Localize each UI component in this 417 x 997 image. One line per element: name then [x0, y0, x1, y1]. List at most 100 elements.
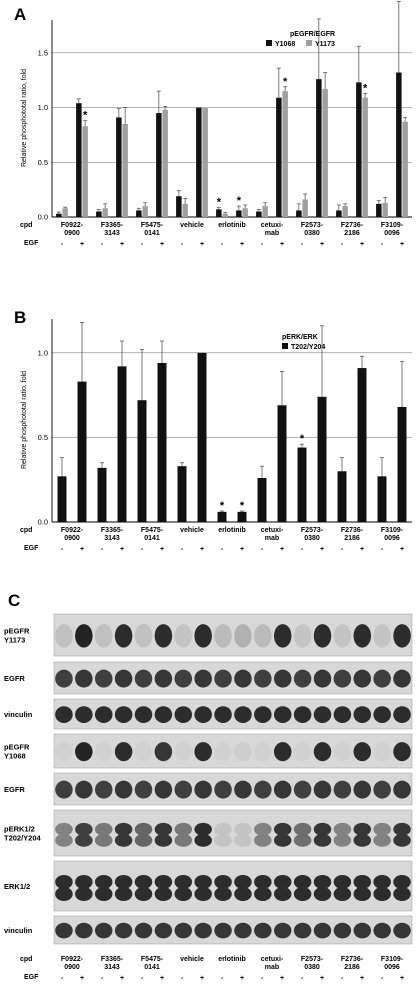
group-label-f5475-0141: 0141: [144, 535, 160, 542]
y-tick-0-5: 0.5: [38, 433, 48, 442]
band-lower-erk1-2: [114, 887, 133, 901]
band-egfr: [55, 780, 73, 799]
band-vinculin: [373, 922, 391, 939]
egf-minus-cetuxi-mab: -: [261, 546, 264, 553]
bar-y1173-f5475-0141: [142, 206, 148, 217]
group-label-erlotinib: erlotinib: [218, 222, 246, 229]
bar-t202-y204-f5475-0141: [137, 400, 147, 522]
band-egfr: [134, 780, 153, 799]
band-egfr: [174, 669, 193, 688]
band-vinculin: [194, 922, 212, 939]
band-upper-perk1-2-t202-y204: [333, 822, 352, 836]
panel-c: C pEGFRY1173EGFRvinculinpEGFRY1068EGFRpE…: [4, 591, 413, 982]
band-pegfr-y1068: [55, 742, 73, 762]
band-pegfr-y1068: [353, 742, 372, 762]
egf-plus-erlotinib: +: [240, 546, 244, 553]
band-lower-erk1-2: [273, 887, 292, 901]
group-label-f2736-2186: 2186: [344, 535, 360, 542]
band-upper-perk1-2-t202-y204: [234, 822, 252, 836]
bar-y1068-f0922-0900: [76, 103, 82, 217]
band-upper-erk1-2: [273, 875, 292, 889]
band-egfr: [393, 669, 411, 688]
band-egfr: [194, 669, 212, 688]
band-vinculin: [134, 922, 153, 939]
band-pegfr-y1173: [333, 624, 352, 648]
egf-plus-f3109-0096: +: [400, 546, 404, 553]
band-egfr: [114, 780, 133, 799]
bar-y1173-vehicle: [202, 107, 208, 217]
legend-title-b: pERK/ERK: [282, 334, 318, 341]
bar-y1173-f3109-0096: [402, 121, 408, 217]
band-lower-perk1-2-t202-y204: [313, 833, 332, 847]
bar-y1068-erlotinib: [236, 210, 242, 217]
band-vinculin: [174, 922, 193, 939]
egf-plus-f5475-0141: +: [160, 241, 164, 248]
egf-minus-f0922-0900: -: [61, 546, 64, 553]
egf-plus-cetuxi-mab: +: [280, 546, 284, 553]
band-upper-erk1-2: [55, 875, 73, 889]
group-label-f2573-0380: 0380: [304, 535, 320, 542]
blot-background-vinculin: [53, 698, 413, 730]
egf-minus-cetuxi-mab: -: [261, 975, 264, 982]
egf-axis-label: EGF: [24, 545, 39, 552]
group-label-f2573-0380: F2573-: [301, 222, 324, 229]
egf-minus-f5475-0141: -: [141, 975, 144, 982]
band-pegfr-y1068: [293, 742, 312, 762]
bar-y1068-erlotinib: [216, 209, 222, 217]
y-axis-label-b: Relative phosphototal ratio, fold: [21, 371, 28, 469]
group-label-cetuxi-mab: mab: [265, 535, 279, 542]
band-pegfr-y1068: [373, 742, 391, 762]
blot-background-perk1-2-t202-y204: [53, 809, 413, 857]
group-label-cetuxi-mab: mab: [265, 230, 279, 237]
band-upper-perk1-2-t202-y204: [174, 822, 193, 836]
blot-erk1-2: ERK1/2: [4, 860, 413, 912]
band-lower-perk1-2-t202-y204: [393, 833, 411, 847]
egf-plus-vehicle: +: [200, 241, 204, 248]
band-pegfr-y1068: [134, 742, 153, 762]
y-tick-0-0: 0.0: [38, 213, 48, 222]
band-egfr: [293, 669, 312, 688]
band-pegfr-y1068: [174, 742, 193, 762]
band-egfr: [293, 780, 312, 799]
band-lower-perk1-2-t202-y204: [154, 833, 173, 847]
egf-minus-f2736-2186: -: [341, 241, 344, 248]
group-label-cetuxi-mab: cetuxi-: [261, 222, 284, 229]
bar-y1173-f3365-3143: [122, 123, 128, 217]
group-label-f3365-3143: 3143: [104, 535, 120, 542]
band-egfr: [134, 669, 153, 688]
band-pegfr-y1173: [194, 624, 212, 648]
blot-label-perk1-2-t202-y204: T202/Y204: [4, 834, 42, 843]
blot-background-pegfr-y1173: [53, 613, 413, 657]
bar-t202-y204-f3365-3143: [97, 467, 107, 522]
egf-plus-f0922-0900: +: [80, 975, 84, 982]
egf-minus-cetuxi-mab: -: [261, 241, 264, 248]
bar-t202-y204-vehicle: [197, 352, 207, 522]
band-upper-erk1-2: [333, 875, 352, 889]
egf-minus-f2573-0380: -: [301, 546, 304, 553]
egf-minus-f5475-0141: -: [141, 546, 144, 553]
blot-label-erk1-2: ERK1/2: [4, 882, 30, 891]
egf-plus-f5475-0141: +: [160, 975, 164, 982]
band-lower-erk1-2: [373, 887, 391, 901]
group-label-f2736-2186: 2186: [344, 964, 360, 971]
band-pegfr-y1068: [214, 742, 232, 762]
band-upper-erk1-2: [353, 875, 372, 889]
band-egfr: [333, 669, 352, 688]
band-lower-perk1-2-t202-y204: [293, 833, 312, 847]
blot-label-perk1-2-t202-y204: pERK1/2: [4, 825, 35, 834]
egf-minus-f3109-0096: -: [381, 241, 384, 248]
legend-label-y1173: Y1173: [315, 41, 335, 48]
bar-y1173-cetuximab: [262, 206, 268, 217]
band-lower-perk1-2-t202-y204: [194, 833, 212, 847]
band-upper-perk1-2-t202-y204: [55, 822, 73, 836]
egf-plus-f2573-0380: +: [320, 546, 324, 553]
group-label-f0922-0900: 0900: [64, 964, 80, 971]
group-label-vehicle: vehicle: [180, 222, 204, 229]
band-vinculin: [273, 922, 292, 939]
band-pegfr-y1173: [273, 624, 292, 648]
band-lower-perk1-2-t202-y204: [373, 833, 391, 847]
bar-y1068-f2573-0380: [316, 79, 322, 217]
